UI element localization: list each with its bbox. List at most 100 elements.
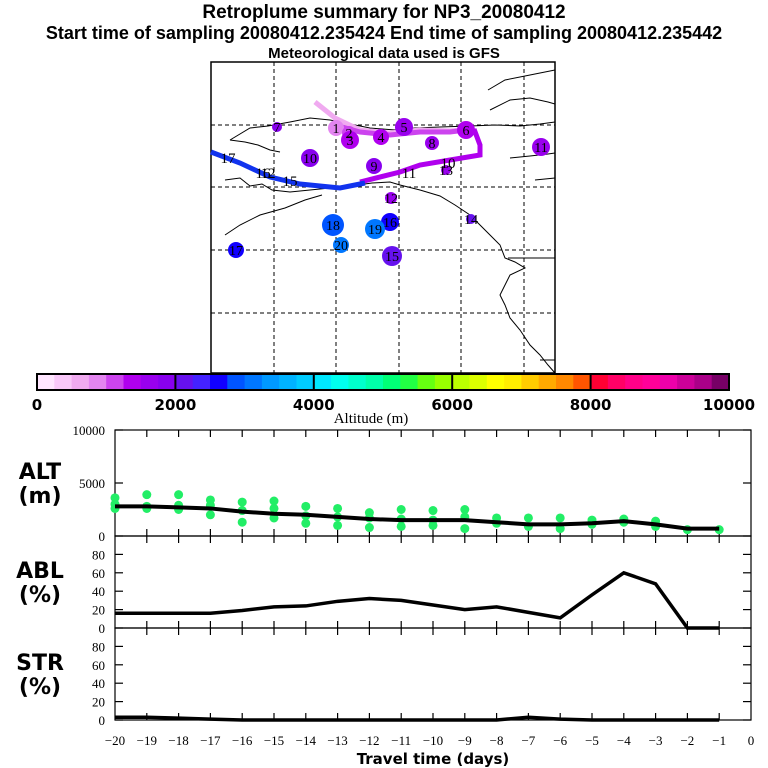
- cluster-dot-day-9: [366, 158, 382, 174]
- colorbar-segment: [556, 374, 574, 390]
- colorbar-segment: [158, 374, 176, 390]
- colorbar-segment: [573, 374, 592, 390]
- alt-scatter-point: [174, 490, 184, 500]
- str-panel: 0 20 40 60 80 STR(%): [16, 627, 752, 728]
- colorbar-segment: [296, 374, 315, 390]
- x-tick-label: −14: [296, 733, 317, 748]
- colorbar-segment: [227, 374, 246, 390]
- alt-scatter-point: [460, 505, 470, 514]
- str-ytick-label: 0: [99, 713, 106, 728]
- x-tick-label: −4: [617, 733, 631, 748]
- cluster-label-day-2: 2: [346, 127, 353, 142]
- cluster-dot-day-12: [385, 192, 397, 204]
- cluster-label-day-6: 6: [463, 124, 470, 139]
- x-tick-label: −19: [137, 733, 157, 748]
- cluster-label-day-16: 16: [383, 216, 397, 231]
- met-data-label: Meteorological data used is GFS: [268, 45, 500, 62]
- colorbar-segment: [434, 374, 453, 390]
- x-tick-label: −3: [649, 733, 663, 748]
- cluster-label-day-14: 14: [464, 213, 478, 228]
- abl-ytick-label: 20: [92, 603, 105, 618]
- colorbar-segment: [504, 374, 522, 390]
- abl-panel-unit: (%): [19, 583, 61, 608]
- alt-scatter-point: [237, 517, 247, 527]
- colorbar-segment: [192, 374, 211, 390]
- colorbar-tick-label: 2000: [155, 396, 197, 414]
- cluster-label-day-20: 20: [334, 239, 348, 254]
- x-tick-label: −13: [327, 733, 347, 748]
- cluster-label-day-3: 3: [347, 134, 354, 149]
- colorbar-segment: [486, 374, 505, 390]
- colorbar-segment: [331, 374, 349, 390]
- colorbar-segment: [677, 374, 695, 390]
- cluster-dot-day-6: [457, 121, 475, 139]
- alt-scatter-point: [333, 503, 343, 513]
- cluster-label-day-15: 15: [385, 250, 399, 265]
- alt-scatter-point: [333, 520, 343, 530]
- abl-panel-label: ABL: [16, 559, 64, 584]
- x-tick-label: −8: [490, 733, 504, 748]
- cluster-dot-day-14: [466, 214, 476, 224]
- cluster-dot-day-16: [381, 213, 399, 231]
- trajectory-label: 12: [261, 166, 276, 182]
- cluster-dot-day-1: [328, 120, 344, 136]
- x-tick-labels: −20 −19 −18 −17 −16 −15 −14 −13 −12 −11 −10 −9 −8 −7−…: [105, 733, 754, 748]
- colorbar-segment: [590, 374, 609, 390]
- colorbar-segment: [313, 374, 332, 390]
- colorbar-segment: [538, 374, 557, 390]
- cluster-label-day-17: 17: [229, 244, 243, 259]
- colorbar-ticks: 0 2000 4000 6000 8000 10000: [32, 396, 755, 414]
- cluster-dot-day-8: [425, 136, 439, 150]
- alt-scatter-point: [428, 506, 438, 516]
- str-ytick-label: 60: [92, 658, 105, 673]
- str-panel-unit: (%): [19, 675, 61, 700]
- alt-scatter-point: [396, 521, 406, 531]
- str-ytick-label: 40: [92, 676, 105, 691]
- x-tick-label: −6: [553, 733, 567, 748]
- colorbar-segment: [123, 374, 142, 390]
- colorbar-segment: [417, 374, 436, 390]
- colorbar-segment: [694, 374, 713, 390]
- cluster-label-day-1: 1: [333, 122, 340, 137]
- cluster-label-day-4: 4: [378, 131, 385, 146]
- colorbar-segment: [71, 374, 90, 390]
- alt-ytick-label: 10000: [73, 423, 106, 438]
- cluster-label-day-11: 11: [534, 141, 547, 156]
- cluster-label-day-18: 18: [326, 219, 340, 234]
- cluster-dot-day-18: [322, 214, 344, 236]
- colorbar-frame: [36, 373, 730, 391]
- colorbar-segment: [625, 374, 643, 390]
- colorbar-segment: [348, 374, 367, 390]
- str-panel-label: STR: [16, 651, 64, 676]
- cluster-dot-day-17: [228, 242, 244, 258]
- altitude-colorbar: [36, 373, 730, 391]
- trajectory-label: 15: [283, 174, 298, 190]
- alt-scatter-point: [142, 490, 152, 500]
- cluster-dot-day-4: [373, 129, 389, 145]
- x-tick-label: −10: [423, 733, 443, 748]
- chart-title: Retroplume summary for NP3_20080412: [202, 2, 566, 23]
- x-tick-label: −15: [264, 733, 284, 748]
- alt-scatter-point: [301, 518, 311, 528]
- x-tick-label: −11: [391, 733, 411, 748]
- trajectory-label: 16: [256, 166, 272, 182]
- colorbar-segment: [210, 374, 228, 390]
- abl-ytick-label: 60: [92, 566, 105, 581]
- colorbar-segment: [469, 374, 488, 390]
- cluster-dot-day-3: [341, 131, 359, 149]
- colorbar-segment: [642, 374, 661, 390]
- cluster-label-day-19: 19: [368, 223, 382, 238]
- x-tick-label: −9: [458, 733, 472, 748]
- colorbar-segment: [452, 374, 470, 390]
- alt-ytick-label: 0: [99, 529, 106, 544]
- cluster-label-day-13: 13: [439, 164, 453, 179]
- x-tick-label: −5: [585, 733, 599, 748]
- str-ytick-label: 20: [92, 695, 105, 710]
- cluster-label-day-12: 12: [384, 192, 398, 207]
- x-tick-label: −20: [105, 733, 125, 748]
- abl-ytick-label: 0: [99, 621, 106, 636]
- alt-mean-line: [115, 504, 720, 531]
- alt-scatter-point: [269, 496, 279, 506]
